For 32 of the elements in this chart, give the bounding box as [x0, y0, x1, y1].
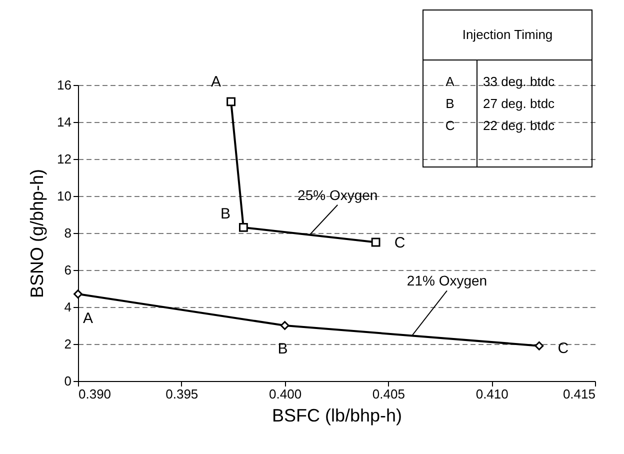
annotation: B	[278, 340, 288, 358]
annotation: C	[394, 234, 406, 252]
y-tick-label: 6	[64, 262, 72, 278]
x-tick-label: 0.390	[78, 386, 112, 402]
annotation: A	[211, 74, 222, 91]
x-tick-label: 0.400	[269, 386, 302, 402]
annotation: 33 deg. btdc	[483, 74, 556, 89]
y-tick-label: 14	[57, 114, 72, 130]
annotation: B	[220, 205, 230, 222]
annotation: C	[445, 118, 455, 133]
y-tick-label: 12	[57, 152, 72, 166]
x-tick-label: 0.415	[562, 386, 596, 402]
y-tick-label: 2	[64, 336, 72, 352]
x-tick-label: 0.395	[166, 386, 198, 402]
x-tick-label: 0.410	[476, 386, 508, 402]
y-tick-label: 4	[64, 300, 72, 314]
annotation: A	[446, 74, 455, 89]
annotation: C	[558, 340, 569, 357]
y-tick-label: 0	[64, 374, 72, 388]
text: 25% Oxygen	[298, 186, 378, 203]
annotation: A	[82, 310, 94, 328]
y-tick-label: 8	[64, 226, 72, 240]
text: 21% Oxygen	[406, 272, 488, 289]
y-tick-label: 16	[57, 78, 72, 92]
y-axis-title: BSNO (g/bhp-h)	[27, 168, 48, 298]
annotation: 22 deg. btdc	[483, 118, 556, 133]
annotation: 27 deg. btdc	[483, 96, 556, 111]
y-tick-label: 10	[57, 188, 72, 204]
x-axis-title: BSFC (lb/bhp-h)	[272, 406, 402, 426]
text: Injection Timing	[462, 27, 553, 42]
x-tick-label: 0.405	[372, 386, 405, 402]
annotation: B	[446, 96, 454, 111]
